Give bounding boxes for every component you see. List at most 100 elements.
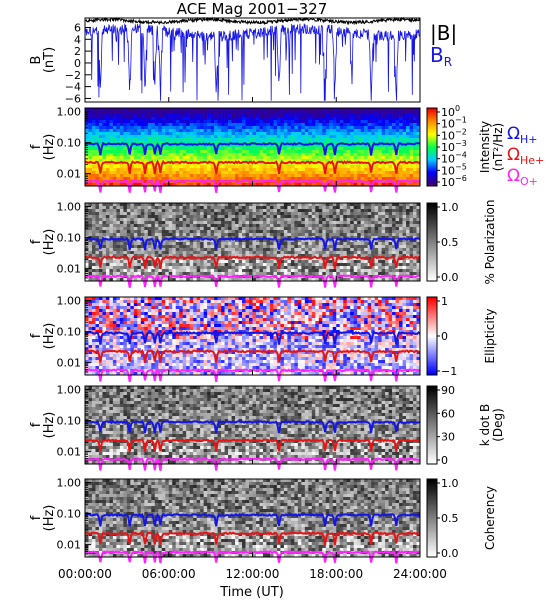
freq-ylabel: f [29, 422, 44, 427]
freq-y-axis-label: f(Hz) [29, 229, 57, 256]
series-b-magnitude [84, 16, 421, 26]
freq-ylabel: f [29, 239, 44, 244]
gyro-line-Hplus [84, 330, 421, 345]
colorbar-tick-label: 0.0 [441, 547, 459, 560]
freq-ylabel-unit: (Hz) [42, 323, 57, 350]
freq-y-axis-label: f(Hz) [29, 134, 57, 161]
legend-b-magnitude: |B| [430, 21, 457, 45]
x-tick-label: 00:00:00 [58, 567, 112, 581]
colorbar-label: Intensity (nT²/Hz) [478, 121, 505, 173]
freq-y-tick-label: 0.10 [57, 137, 82, 150]
gyro-line-Hplus [84, 512, 421, 527]
colorbar-coherency: 1.0 0.5 0.0 Coherency [426, 477, 497, 560]
colorbar-label: Ellipticity [483, 309, 497, 364]
colorbar-label: Coherency [483, 486, 497, 550]
field-legend: |B| BR [430, 21, 457, 69]
colorbar-tick-label: −1 [441, 365, 457, 378]
freq-y-axis-label: f(Hz) [29, 323, 57, 350]
field-y-tick-label: 6 [74, 21, 81, 34]
colorbar-tick-label: 10−6 [441, 174, 467, 189]
field-ylabel-unit: (nT) [42, 47, 57, 73]
gyro-line-Oplus [84, 456, 421, 471]
colorbar-label: % Polarization [483, 200, 497, 285]
gyro-line-Oplus [84, 367, 421, 382]
colorbar-tick-label: 60 [441, 407, 455, 420]
colorbar-tick-label: 10−5 [441, 162, 467, 177]
spectral-panels: 1.000.100.01f(Hz)10010−110−210−310−410−5… [29, 104, 505, 564]
freq-y-tick-label: 0.10 [57, 326, 82, 339]
freq-ylabel-unit: (Hz) [42, 134, 57, 161]
gyro-line-Heplus [84, 438, 421, 453]
colorbar-tick-label: 10−4 [441, 151, 467, 166]
x-tick-labels: 00:00:00 06:00:00 12:00:00 18:00:00 24:00:00 [58, 97, 447, 581]
freq-y-tick-label: 1.00 [57, 477, 82, 490]
freq-y-tick-label: 0.01 [57, 539, 82, 552]
x-tick-label: 12:00:00 [226, 567, 280, 581]
x-tick-label: 06:00:00 [142, 567, 196, 581]
colorbar-tick-label: 0.5 [441, 512, 459, 525]
gyro-legend-o: ΩO+ [507, 166, 538, 188]
gyro-line-Hplus [84, 236, 421, 251]
colorbar-kdotb: 90 60 30 0 k dot B (Deg) [426, 384, 505, 467]
freq-ylabel: f [29, 333, 44, 338]
x-tick-label: 24:00:00 [393, 567, 447, 581]
colorbar-tick-label: 10−1 [441, 116, 467, 131]
freq-ylabel: f [29, 144, 44, 149]
colorbar-tick-label: 10−2 [441, 127, 467, 142]
freq-y-axis-label: f(Hz) [29, 412, 57, 439]
field-y-tick-label: −2 [65, 69, 81, 82]
colorbar-tick-label: 1 [441, 295, 448, 308]
freq-y-tick-label: 0.10 [57, 508, 82, 521]
field-y-tick-label: 0 [74, 57, 81, 70]
colorbar-tick-label: 0 [441, 330, 448, 343]
colorbar-tick-label: 0 [441, 454, 448, 467]
spectrogram-ellipticity [85, 297, 421, 376]
chart-title: ACE Mag 2001−327 [177, 0, 328, 18]
colorbar-polarization: 1.0 0.5 0.0 % Polarization [426, 200, 497, 285]
freq-ylabel-unit: (Hz) [42, 505, 57, 532]
colorbar-tick-label: 90 [441, 384, 455, 397]
colorbar-tick-label: 1.0 [441, 201, 459, 214]
colorbar-tick-label: 0.0 [441, 271, 459, 284]
panel-intensity: 1.000.100.01f(Hz)10010−110−210−310−410−5… [29, 104, 505, 193]
gyro-line-Heplus [84, 255, 421, 270]
freq-ylabel: f [29, 515, 44, 520]
freq-y-tick-label: 0.01 [57, 357, 82, 370]
freq-y-tick-label: 0.10 [57, 415, 82, 428]
gyro-line-Hplus [84, 141, 421, 156]
freq-y-tick-label: 0.01 [57, 263, 82, 276]
freq-y-tick-label: 0.01 [57, 446, 82, 459]
spectrogram-kdotb [85, 386, 421, 465]
field-y-tick-label: −4 [65, 81, 81, 94]
gyro-line-Oplus [84, 177, 421, 193]
field-ylabel: B [29, 56, 44, 65]
panel-coherency: 1.00 0.10 0.01 f(Hz) 1.0 0.5 0.0 Coherency [29, 477, 497, 564]
series-b-radial [84, 23, 421, 101]
gyro-line-Heplus [84, 159, 421, 175]
gyro-line-Heplus [84, 348, 421, 363]
field-y-axis-label: B (nT) [29, 47, 57, 73]
field-y-tick-label: 4 [74, 33, 81, 46]
freq-ylabel-unit: (Hz) [42, 412, 57, 439]
freq-y-tick-label: 1.00 [57, 384, 82, 397]
colorbar-tick-label: 30 [441, 431, 455, 444]
freq-y-tick-label: 1.00 [57, 295, 82, 308]
svg-text:Intensity: Intensity [478, 121, 492, 173]
colorbar-tick-label: 0.5 [441, 236, 459, 249]
colorbar-tick-label: 10−3 [441, 139, 467, 154]
field-y-tick-label: 2 [74, 45, 81, 58]
gyro-legend-h: ΩH+ [507, 124, 538, 146]
colorbar-tick-label: 100 [441, 104, 460, 119]
freq-y-tick-label: 0.01 [57, 168, 82, 181]
freq-ylabel-unit: (Hz) [42, 229, 57, 256]
gyro-legend-he: ΩHe+ [507, 145, 544, 167]
panel-polarization: 1.000.100.01f(Hz)1.00.50.0% Polarization [29, 200, 497, 288]
gyro-line-Hplus [84, 419, 421, 434]
colorbar-tick-label: 1.0 [441, 477, 459, 490]
